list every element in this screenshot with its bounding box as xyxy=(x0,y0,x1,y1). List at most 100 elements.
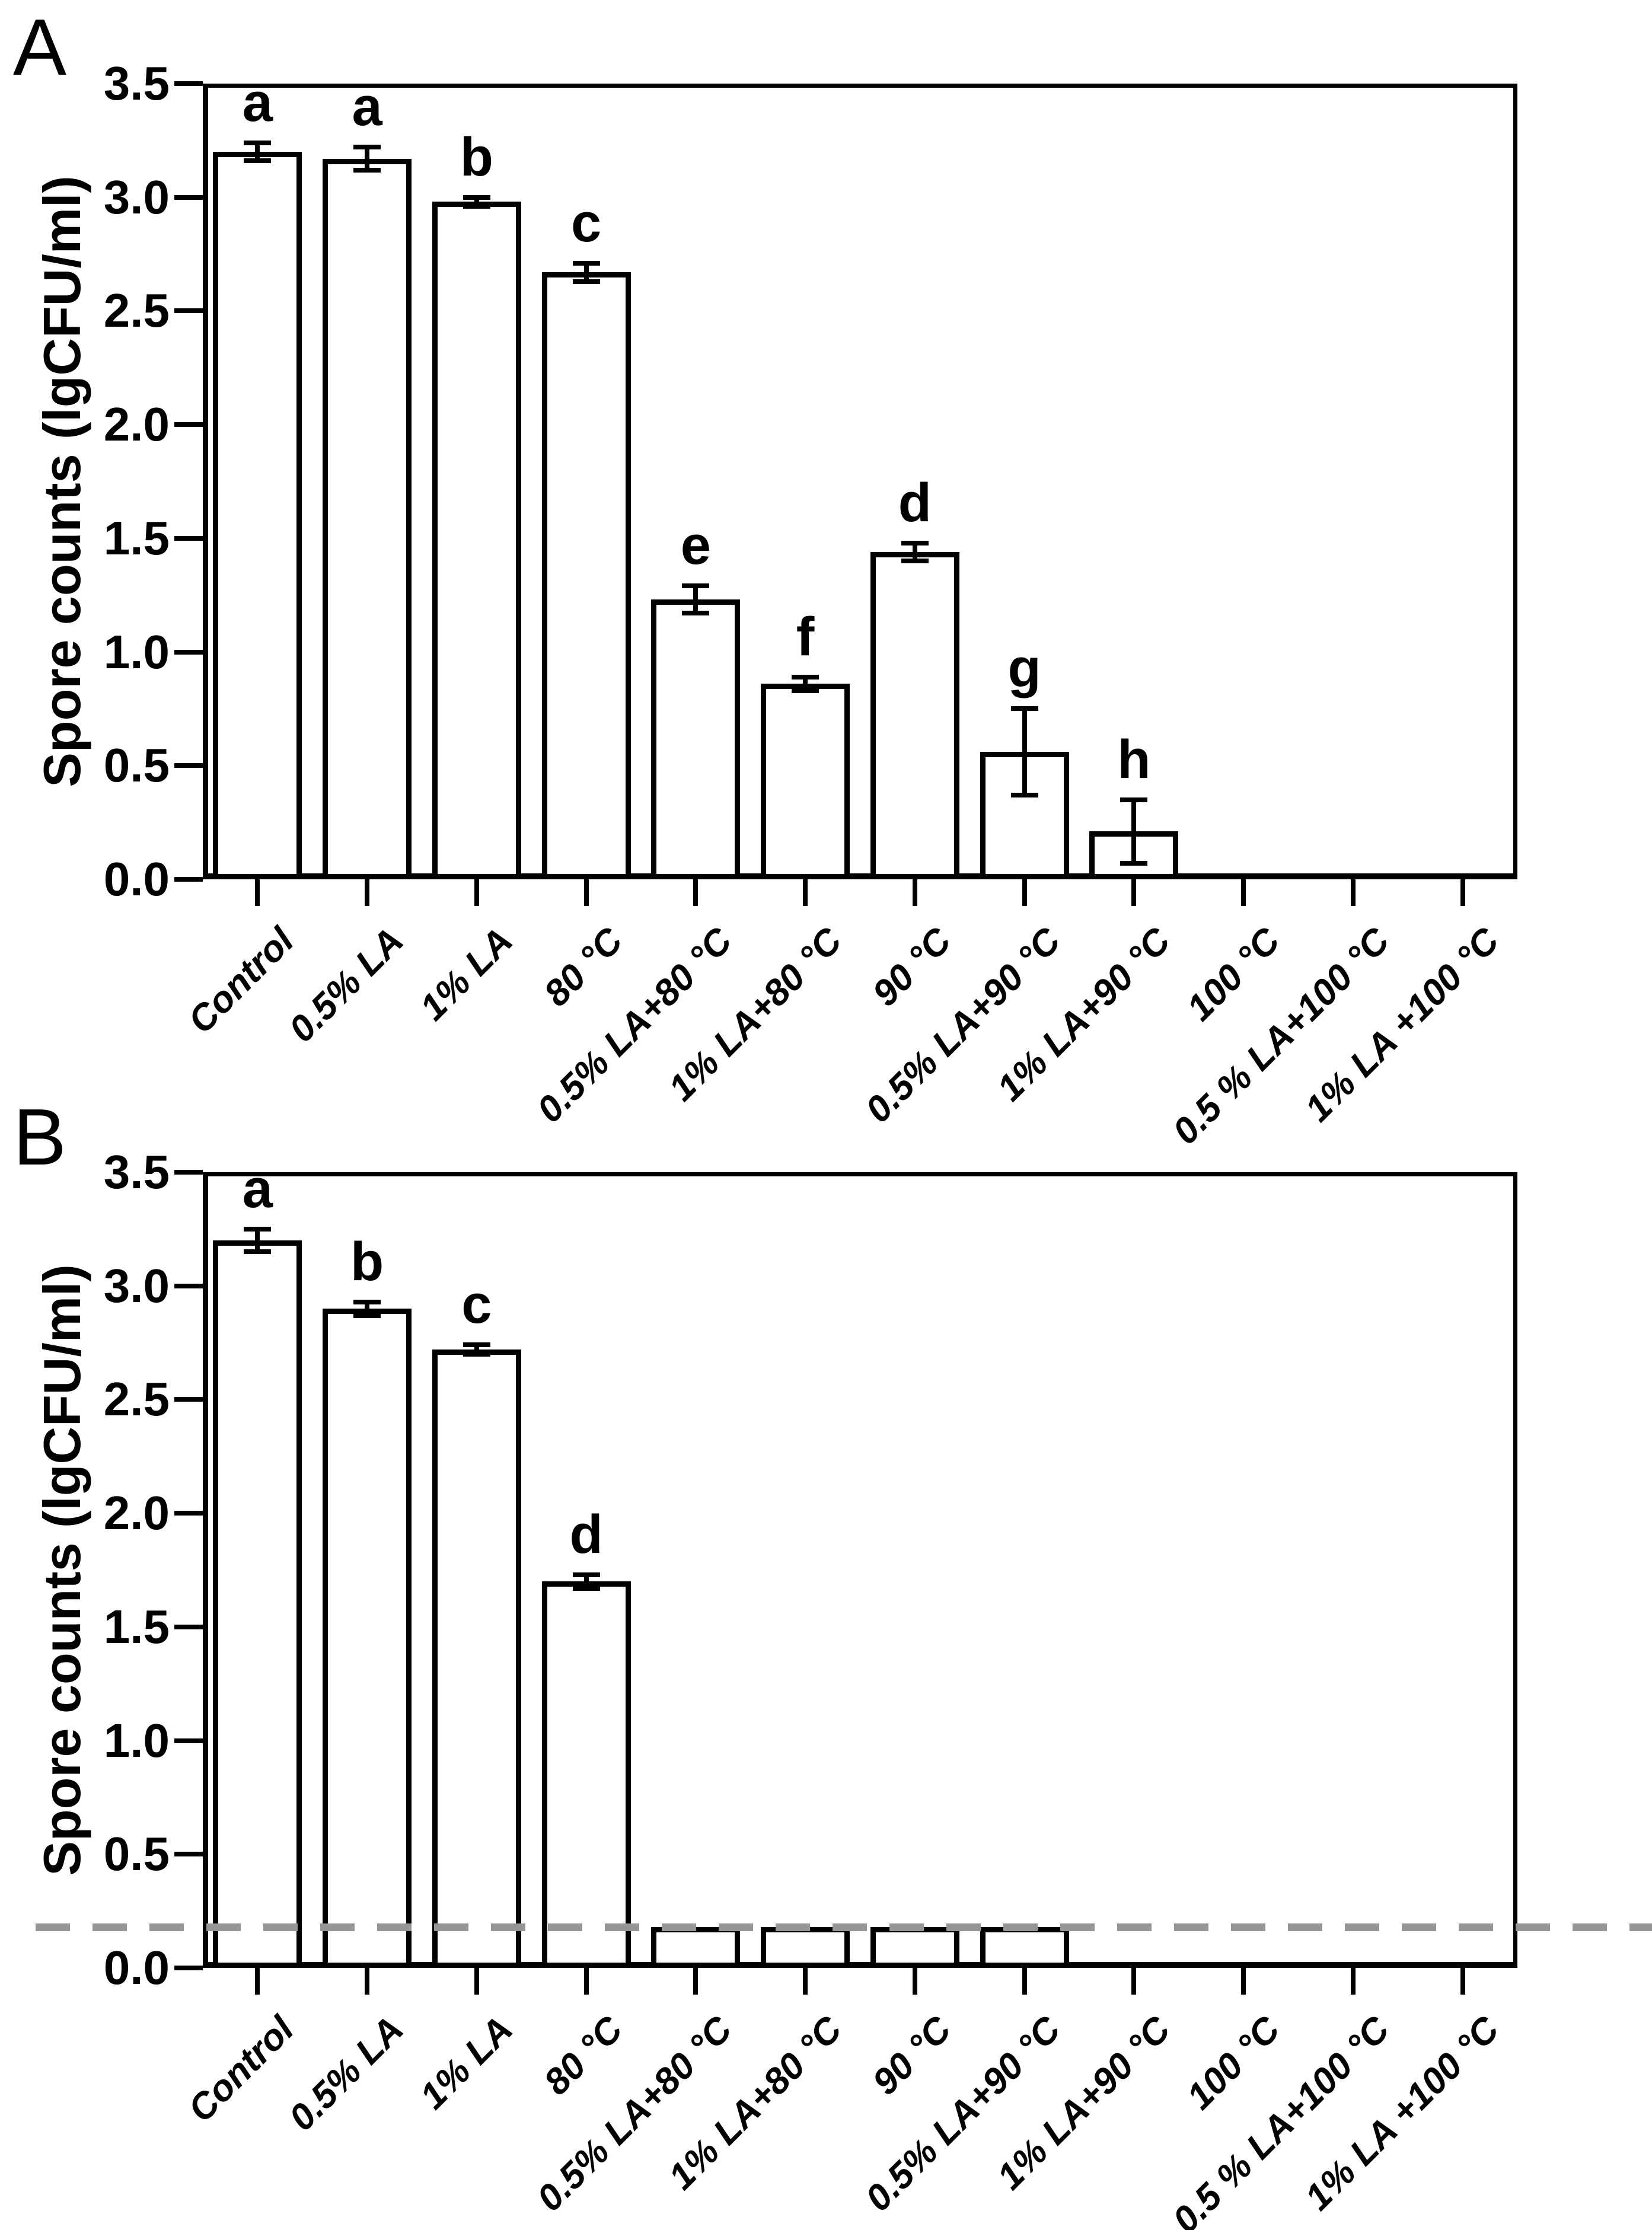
x-tick xyxy=(474,879,479,906)
x-axis-label: 80 °C xyxy=(536,920,631,1014)
error-bar-line xyxy=(803,677,808,691)
error-bar-cap xyxy=(1010,793,1038,798)
bar xyxy=(213,1240,302,1968)
y-axis-title-b: Spore counts (lgCFU/ml) xyxy=(33,1264,91,1876)
y-axis-title-a: Spore counts (lgCFU/ml) xyxy=(33,176,91,787)
error-bar-line xyxy=(365,1301,370,1316)
y-tick xyxy=(174,1283,203,1288)
error-bar-cap xyxy=(1120,797,1148,802)
y-tick-label: 2.0 xyxy=(103,398,170,451)
error-bar-cap xyxy=(572,1572,600,1577)
x-axis-label: 1% LA xyxy=(412,2008,521,2117)
x-tick xyxy=(912,879,917,906)
x-axis-label: 90 °C xyxy=(865,2008,959,2103)
y-tick-label: 1.5 xyxy=(103,1600,170,1653)
x-axis-label: 100 °C xyxy=(1179,920,1288,1029)
error-bar-cap xyxy=(244,1226,272,1232)
x-tick xyxy=(693,1968,699,1995)
y-tick xyxy=(174,81,203,86)
y-tick-label: 3.5 xyxy=(103,1145,170,1198)
error-bar-cap xyxy=(244,158,272,164)
significance-letter: c xyxy=(571,192,602,253)
error-bar-line xyxy=(255,1229,260,1252)
y-tick xyxy=(174,877,203,882)
error-bar-cap xyxy=(463,204,490,209)
x-axis-label: 0.5% LA+90 °C xyxy=(858,2008,1069,2219)
error-bar-cap xyxy=(682,583,710,589)
bar xyxy=(432,202,521,879)
x-tick xyxy=(1022,1968,1027,1995)
y-tick xyxy=(174,1738,203,1743)
significance-letter: a xyxy=(242,1158,273,1219)
x-tick xyxy=(583,879,589,906)
significance-letter: c xyxy=(461,1274,492,1335)
x-tick xyxy=(1131,1968,1137,1995)
x-tick xyxy=(1350,1968,1356,1995)
x-tick xyxy=(474,1968,479,1995)
y-tick xyxy=(174,1624,203,1629)
error-bar-cap xyxy=(682,611,710,616)
y-tick xyxy=(174,1511,203,1516)
error-bar-cap xyxy=(463,194,490,200)
x-tick xyxy=(1350,879,1356,906)
y-tick xyxy=(174,1966,203,1970)
x-axis-label: 0.5% LA+80 °C xyxy=(529,2008,740,2219)
error-bar-cap xyxy=(463,1351,490,1357)
x-axis-label: 1% LA +100 °C xyxy=(1297,2008,1507,2219)
error-bar-cap xyxy=(1010,706,1038,712)
error-bar-line xyxy=(583,1574,589,1588)
y-tick-label: 0.5 xyxy=(103,1827,170,1881)
bar xyxy=(323,1309,412,1968)
significance-letter: a xyxy=(352,76,382,138)
x-tick xyxy=(365,879,370,906)
x-axis-label: 0.5% LA+80 °C xyxy=(529,920,740,1131)
x-tick xyxy=(1241,879,1246,906)
y-tick-label: 2.5 xyxy=(103,284,170,337)
error-bar-cap xyxy=(572,1585,600,1591)
error-bar-cap xyxy=(353,145,381,150)
y-tick xyxy=(174,194,203,200)
x-tick xyxy=(255,879,260,906)
bar xyxy=(870,551,959,879)
error-bar-cap xyxy=(353,1313,381,1318)
y-tick-label: 1.0 xyxy=(103,1714,170,1767)
y-tick-label: 3.0 xyxy=(103,1259,170,1312)
x-tick xyxy=(1241,1968,1246,1995)
error-bar-line xyxy=(693,586,699,614)
error-bar-cap xyxy=(353,1299,381,1304)
x-axis-label: 0.5% LA+90 °C xyxy=(858,920,1069,1131)
error-bar-cap xyxy=(901,559,929,564)
bar xyxy=(541,272,631,879)
y-tick-label: 1.0 xyxy=(103,625,170,678)
significance-letter: h xyxy=(1117,729,1151,790)
x-axis-label: 100 °C xyxy=(1179,2008,1288,2118)
y-tick xyxy=(174,1169,203,1175)
plot-area-a xyxy=(203,84,1517,879)
significance-letter: e xyxy=(680,515,711,576)
x-axis-label: 80 °C xyxy=(536,2008,631,2103)
significance-letter: a xyxy=(242,72,273,133)
y-tick-label: 2.0 xyxy=(103,1486,170,1540)
y-tick xyxy=(174,649,203,655)
x-tick xyxy=(583,1968,589,1995)
x-tick xyxy=(1022,879,1027,906)
y-tick xyxy=(174,422,203,428)
y-tick xyxy=(174,535,203,541)
x-tick xyxy=(693,879,699,906)
error-bar-cap xyxy=(1120,861,1148,866)
y-tick xyxy=(174,308,203,314)
error-bar-cap xyxy=(244,1249,272,1255)
bar xyxy=(541,1581,631,1968)
bar xyxy=(761,1926,850,1968)
significance-letter: b xyxy=(460,126,493,187)
x-axis-label: 0.5% LA xyxy=(281,2008,412,2139)
x-tick xyxy=(365,1968,370,1995)
bar xyxy=(651,599,741,879)
x-tick xyxy=(1460,1968,1465,1995)
y-tick xyxy=(174,1397,203,1402)
x-axis-label: 0.5% LA xyxy=(281,920,412,1051)
significance-letter: g xyxy=(1007,638,1041,699)
x-tick xyxy=(1460,879,1465,906)
error-bar-cap xyxy=(792,688,819,693)
x-axis-label: 90 °C xyxy=(865,920,959,1014)
